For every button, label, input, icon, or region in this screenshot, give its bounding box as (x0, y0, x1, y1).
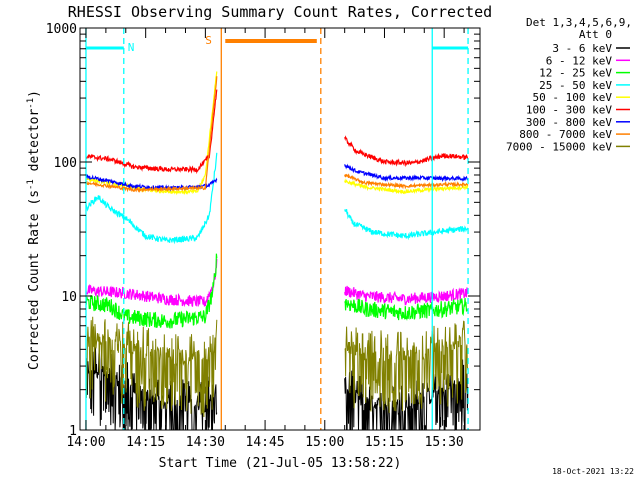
series-line-4-0 (85, 71, 218, 196)
x-axis-label: Start Time (21-Jul-05 13:58:22) (159, 456, 402, 471)
legend-header-1: Det 1,3,4,5,6,9, (526, 16, 632, 29)
series-line-2-0 (85, 253, 218, 329)
series-8 (85, 316, 469, 418)
x-tick-label-5: 15:15 (365, 435, 404, 450)
legend-label-3: 25 - 50 keV (539, 79, 612, 92)
legend-header-2: Att 0 (579, 28, 612, 41)
series-1 (85, 258, 469, 308)
series-line-1-0 (85, 258, 218, 308)
legend-label-4: 50 - 100 keV (533, 91, 613, 104)
series-line-7-1 (344, 173, 469, 190)
y-tick-label-2: 100 (54, 156, 77, 171)
x-tick-label-0: 14:00 (66, 435, 105, 450)
series-line-0-0 (85, 347, 218, 431)
legend-label-7: 800 - 7000 keV (519, 128, 612, 141)
legend-label-0: 3 - 6 keV (552, 42, 612, 55)
legend-label-8: 7000 - 15000 keV (506, 140, 612, 153)
y-tick-label-1: 10 (61, 290, 77, 305)
x-tick-label-4: 15:00 (305, 435, 344, 450)
series-line-8-0 (85, 316, 218, 418)
series-line-3-1 (344, 209, 469, 241)
chart-title: RHESSI Observing Summary Count Rates, Co… (68, 3, 492, 21)
marker-label-1: S (205, 34, 212, 47)
series-line-6-0 (85, 174, 218, 192)
y-tick-label-0: 1 (69, 424, 77, 439)
series-line-4-1 (344, 178, 469, 195)
series-6 (85, 163, 469, 192)
series-line-6-1 (344, 163, 469, 183)
series-line-1-1 (344, 285, 469, 306)
series-line-8-1 (344, 320, 469, 413)
legend-label-2: 12 - 25 keV (539, 67, 612, 80)
series-2 (85, 253, 469, 329)
series-line-7-0 (85, 76, 218, 193)
series-line-5-1 (344, 135, 469, 168)
series-5 (85, 89, 469, 175)
x-tick-label-2: 14:30 (186, 435, 225, 450)
footer-date: 18-Oct-2021 13:22 (552, 467, 634, 476)
legend-label-6: 300 - 800 keV (526, 116, 612, 129)
plot-axes: N S 1 10 100 1000 14:00 14:15 14:30 14:45 15:00 15:… (46, 22, 481, 450)
series-7 (85, 76, 469, 193)
legend-label-5: 100 - 300 keV (526, 104, 612, 117)
series-line-3-0 (85, 152, 218, 245)
x-tick-label-6: 15:30 (425, 435, 464, 450)
plot-frame (79, 27, 481, 431)
series-line-2-1 (344, 298, 469, 321)
x-tick-label-1: 14:15 (126, 435, 165, 450)
y-axis-label: Corrected Count Rate (s-1 detector-1) (26, 90, 42, 370)
y-tick-label-3: 1000 (46, 22, 77, 37)
plot-lines (85, 71, 469, 431)
series-4 (85, 71, 469, 196)
x-tick-label-3: 14:45 (246, 435, 285, 450)
series-3 (85, 152, 469, 245)
series-line-5-0 (85, 89, 218, 175)
legend-label-1: 6 - 12 keV (546, 54, 613, 67)
marker-label-0: N (128, 41, 135, 54)
